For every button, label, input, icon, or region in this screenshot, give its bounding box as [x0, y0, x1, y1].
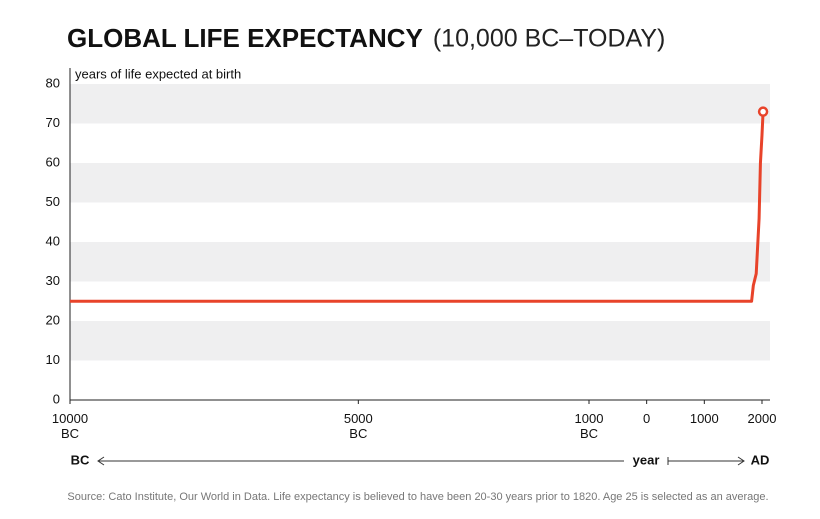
- arrow-left-head: [97, 456, 105, 466]
- end-marker: [757, 106, 769, 117]
- grid-band: [70, 242, 770, 282]
- x-tick-label: 5000 BC: [343, 411, 373, 441]
- y-axis-label: years of life expected at birth: [75, 66, 241, 81]
- chart-subtitle: (10,000 BC–TODAY): [433, 25, 666, 53]
- direction-arrows: [97, 456, 745, 466]
- y-tick-label: 0: [53, 391, 60, 406]
- x-axis-right: AD: [751, 452, 770, 467]
- y-tick-label: 70: [46, 115, 60, 130]
- x-axis-left: BC: [71, 452, 90, 467]
- grid-band: [70, 84, 770, 124]
- x-axis-label: year: [633, 452, 660, 467]
- x-tick-label: 2000: [747, 411, 777, 426]
- y-tick-label: 40: [46, 233, 60, 248]
- x-tick-label: 0: [643, 411, 651, 426]
- grid-band: [70, 163, 770, 203]
- arrow-right-head: [737, 456, 745, 466]
- x-tick-label: 1000 BC: [574, 411, 604, 441]
- y-tick-label: 20: [46, 312, 60, 327]
- data-line: [70, 111, 765, 303]
- y-tick-label: 50: [46, 194, 60, 209]
- x-tick-label: 1000: [689, 411, 719, 426]
- grid-band: [70, 321, 770, 361]
- x-tick-label: 10000 BC: [51, 411, 89, 441]
- chart-title: GLOBAL LIFE EXPECTANCY: [67, 23, 423, 53]
- y-tick-label: 80: [46, 75, 60, 90]
- y-tick-label: 60: [46, 154, 60, 169]
- y-tick-label: 10: [46, 352, 60, 367]
- y-tick-label: 30: [46, 273, 60, 288]
- source-note: Source: Cato Institute, Our World in Dat…: [67, 491, 768, 503]
